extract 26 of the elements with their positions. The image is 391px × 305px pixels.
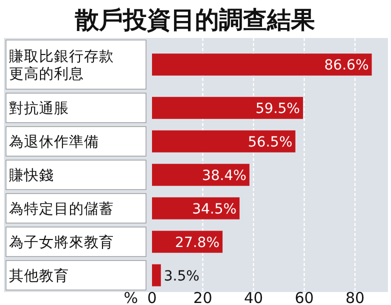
- bar: [152, 96, 303, 119]
- x-tick-label: 80: [345, 289, 365, 305]
- x-axis-title: %: [124, 289, 138, 305]
- bar: [152, 197, 240, 220]
- bar: [152, 164, 250, 186]
- data-label: 86.6%: [324, 58, 369, 74]
- y-tick-label: 對抗通脹: [9, 100, 69, 118]
- data-label: 3.5%: [164, 268, 200, 284]
- data-label: 56.5%: [248, 134, 292, 150]
- y-tick-label: 為特定目的儲蓄: [9, 200, 114, 218]
- x-tick-label: 60: [294, 289, 314, 305]
- y-tick-label: 賺快錢: [9, 167, 54, 184]
- y-tick-label: 為退休作準備: [9, 134, 99, 151]
- y-tick-label: 其他教育: [9, 267, 69, 284]
- x-tick-label: 40: [244, 289, 264, 305]
- data-label: 34.5%: [192, 201, 237, 218]
- bar: [152, 264, 161, 286]
- x-tick-label: 0: [147, 289, 157, 305]
- data-label: 27.8%: [175, 234, 220, 251]
- y-tick-label: 賺取比銀行存款更高的利息: [9, 48, 114, 82]
- bar: [152, 130, 296, 152]
- data-label: 59.5%: [256, 100, 300, 117]
- x-tick-label: 20: [193, 289, 212, 305]
- chart-title: 散戶投資目的調查結果: [74, 6, 315, 34]
- data-label: 38.4%: [202, 168, 246, 184]
- y-tick-label: 為子女將來教育: [9, 234, 114, 252]
